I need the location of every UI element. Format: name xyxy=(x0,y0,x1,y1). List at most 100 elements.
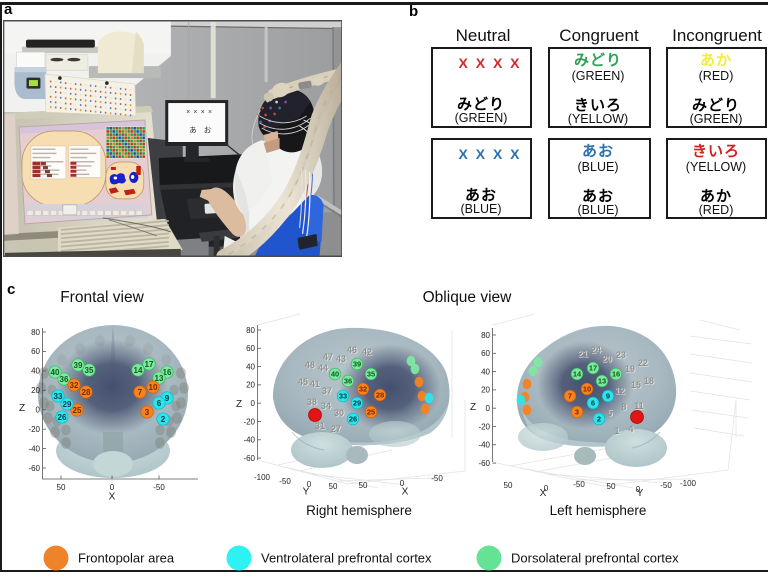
svg-text:27: 27 xyxy=(331,424,341,434)
svg-text:80: 80 xyxy=(481,331,490,340)
svg-text:46: 46 xyxy=(347,345,357,355)
svg-text:0: 0 xyxy=(544,484,549,493)
svg-text:13: 13 xyxy=(598,377,606,386)
svg-text:60: 60 xyxy=(246,344,255,353)
svg-text:50: 50 xyxy=(57,483,66,492)
svg-text:10: 10 xyxy=(583,385,591,394)
svg-text:47: 47 xyxy=(323,352,333,362)
svg-text:-40: -40 xyxy=(28,444,40,453)
svg-text:2: 2 xyxy=(597,415,601,424)
svg-text:××××: ×××× xyxy=(186,109,215,116)
svg-text:37: 37 xyxy=(322,386,332,396)
svg-text:21: 21 xyxy=(578,349,588,359)
svg-text:23: 23 xyxy=(616,350,626,360)
svg-text:6: 6 xyxy=(157,399,162,408)
svg-text:Y: Y xyxy=(303,487,310,498)
svg-text:24: 24 xyxy=(591,345,601,355)
svg-text:3: 3 xyxy=(145,408,150,417)
svg-text:-60: -60 xyxy=(28,464,40,473)
svg-text:24: 24 xyxy=(592,346,602,356)
svg-text:43: 43 xyxy=(336,354,346,364)
svg-text:39: 39 xyxy=(74,361,83,370)
svg-text:Z: Z xyxy=(470,402,476,413)
svg-text:12: 12 xyxy=(615,386,625,396)
svg-text:46: 46 xyxy=(348,346,358,356)
svg-text:50: 50 xyxy=(329,482,338,491)
svg-text:Frontopolar area: Frontopolar area xyxy=(78,551,175,566)
svg-text:-100: -100 xyxy=(254,473,271,482)
svg-text:-60: -60 xyxy=(478,459,490,468)
svg-text:20: 20 xyxy=(603,355,613,365)
svg-text:36: 36 xyxy=(60,375,69,384)
svg-text:-50: -50 xyxy=(153,483,165,492)
svg-text:47: 47 xyxy=(324,353,334,363)
svg-text:20: 20 xyxy=(481,386,490,395)
svg-text:22: 22 xyxy=(638,358,648,368)
svg-text:2: 2 xyxy=(161,415,166,424)
svg-text:25: 25 xyxy=(367,408,375,417)
svg-text:23: 23 xyxy=(617,351,627,361)
svg-text:-20: -20 xyxy=(243,417,255,426)
svg-text:あお: あお xyxy=(189,126,218,135)
svg-text:50: 50 xyxy=(359,481,368,490)
svg-text:-50: -50 xyxy=(279,477,291,486)
svg-text:1: 1 xyxy=(615,427,620,437)
svg-text:21: 21 xyxy=(579,350,589,360)
svg-text:28: 28 xyxy=(376,391,384,400)
svg-text:30: 30 xyxy=(334,408,344,418)
svg-text:45: 45 xyxy=(298,377,308,387)
svg-text:X: X xyxy=(402,487,409,498)
svg-text:0: 0 xyxy=(251,399,256,408)
svg-text:17: 17 xyxy=(589,364,597,373)
svg-text:17: 17 xyxy=(145,360,154,369)
svg-text:Left hemisphere: Left hemisphere xyxy=(550,503,647,518)
svg-text:45: 45 xyxy=(299,378,309,388)
svg-text:X: X xyxy=(540,488,547,499)
svg-text:50: 50 xyxy=(504,481,513,490)
svg-text:30: 30 xyxy=(335,409,345,419)
svg-text:3: 3 xyxy=(575,408,579,417)
svg-text:4: 4 xyxy=(628,424,633,434)
svg-text:-50: -50 xyxy=(431,474,443,483)
svg-text:X: X xyxy=(109,492,116,503)
svg-text:25: 25 xyxy=(73,406,82,415)
svg-text:16: 16 xyxy=(612,370,620,379)
svg-text:29: 29 xyxy=(63,400,72,409)
svg-text:9: 9 xyxy=(606,392,610,401)
svg-text:18: 18 xyxy=(644,376,654,386)
svg-text:Ventrolateral prefrontal corte: Ventrolateral prefrontal cortex xyxy=(261,551,432,566)
svg-text:32: 32 xyxy=(70,381,79,390)
svg-text:5: 5 xyxy=(607,408,612,418)
svg-text:6: 6 xyxy=(591,399,595,408)
svg-text:41: 41 xyxy=(310,379,320,389)
svg-text:22: 22 xyxy=(639,359,649,369)
svg-text:18: 18 xyxy=(645,377,655,387)
svg-text:0: 0 xyxy=(36,406,41,415)
svg-text:5: 5 xyxy=(608,409,613,419)
svg-text:40: 40 xyxy=(246,362,255,371)
svg-text:40: 40 xyxy=(31,367,40,376)
svg-text:0: 0 xyxy=(486,404,491,413)
svg-text:0: 0 xyxy=(307,480,312,489)
svg-text:20: 20 xyxy=(602,354,612,364)
svg-text:48: 48 xyxy=(305,360,315,370)
svg-text:-50: -50 xyxy=(660,481,672,490)
svg-text:15: 15 xyxy=(632,381,642,391)
svg-text:-100: -100 xyxy=(680,479,697,488)
svg-text:44: 44 xyxy=(319,364,329,374)
svg-text:-60: -60 xyxy=(243,454,255,463)
svg-text:31: 31 xyxy=(316,422,326,432)
svg-text:27: 27 xyxy=(332,425,342,435)
svg-text:-50: -50 xyxy=(573,480,585,489)
svg-text:-40: -40 xyxy=(478,441,490,450)
svg-text:16: 16 xyxy=(163,368,172,377)
svg-text:19: 19 xyxy=(625,364,635,374)
svg-text:42: 42 xyxy=(362,347,372,357)
svg-text:7: 7 xyxy=(138,388,143,397)
svg-text:28: 28 xyxy=(82,388,91,397)
svg-text:34: 34 xyxy=(321,401,331,411)
svg-text:11: 11 xyxy=(634,401,644,411)
svg-text:0: 0 xyxy=(636,485,641,494)
svg-text:33: 33 xyxy=(54,392,63,401)
svg-text:35: 35 xyxy=(85,366,94,375)
